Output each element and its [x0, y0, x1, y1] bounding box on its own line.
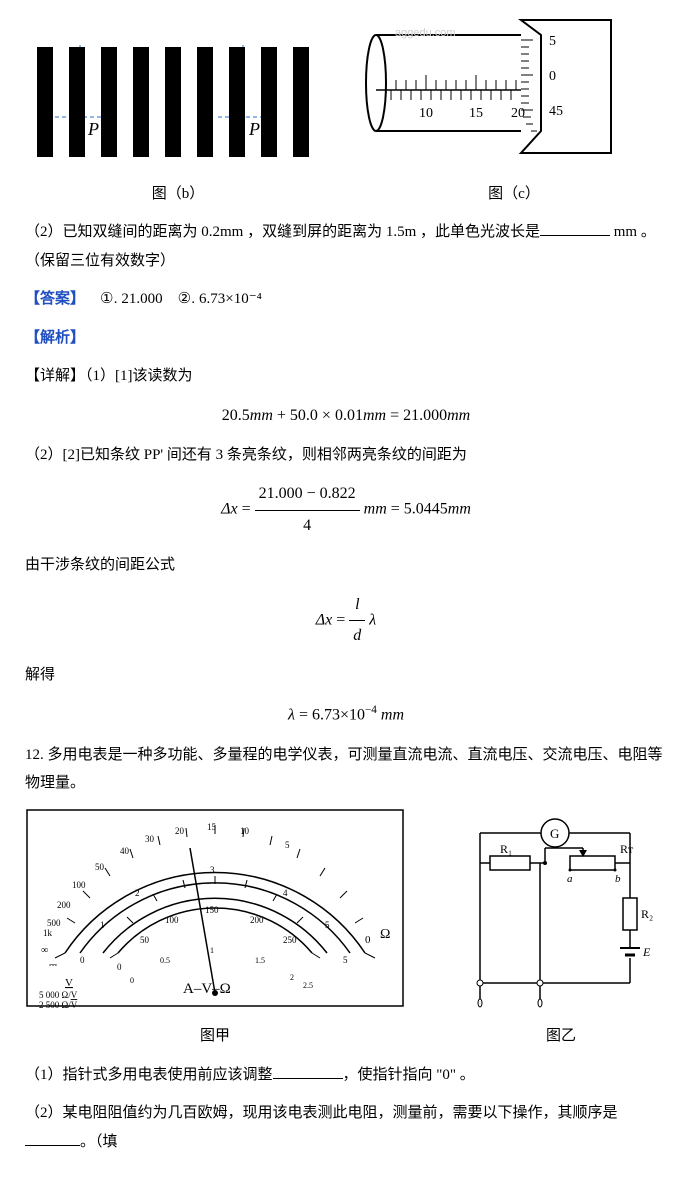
figure-b-label: 图（b） — [25, 180, 331, 209]
svg-text:R₂: R₂ — [641, 907, 653, 921]
analysis-label: 【解析】 — [25, 324, 667, 353]
detail-2: （2）[2]已知条纹 PP' 间还有 3 条亮条纹，则相邻两亮条纹的间距为 — [25, 441, 667, 470]
svg-text:100: 100 — [165, 915, 179, 925]
figure-c-label: 图（c） — [361, 180, 667, 209]
figure-yi-label: 图乙 — [455, 1022, 667, 1051]
svg-text:0: 0 — [365, 934, 371, 946]
formula-2: Δx = 21.000 − 0.8224 mm = 5.0445mm — [25, 479, 667, 541]
detail-4: 解得 — [25, 661, 667, 690]
svg-text:a: a — [567, 873, 573, 885]
svg-text:2: 2 — [135, 888, 140, 898]
svg-text:0: 0 — [80, 955, 85, 965]
svg-text:50: 50 — [140, 935, 150, 945]
q12-intro: 12. 多用电表是一种多功能、多量程的电学仪表，可测量直流电流、直流电压、交流电… — [25, 741, 667, 798]
svg-text:5: 5 — [325, 920, 330, 930]
svg-text:∞: ∞ — [41, 945, 48, 956]
svg-text:40: 40 — [120, 846, 130, 856]
svg-text:2 500 Ω/V: 2 500 Ω/V — [39, 1000, 78, 1008]
svg-text:15: 15 — [469, 106, 483, 121]
svg-text:0: 0 — [549, 69, 556, 84]
svg-text:2: 2 — [290, 973, 294, 982]
svg-text:5: 5 — [285, 840, 290, 850]
svg-text:b: b — [615, 873, 621, 885]
q12-sub2: （2）某电阻阻值约为几百欧姆，现用该电表测此电阻，测量前，需要以下操作，其顺序是… — [25, 1099, 667, 1156]
svg-text:E: E — [642, 945, 651, 959]
answer-block: 【答案】 ①. 21.000 ②. 6.73×10⁻⁴ — [25, 285, 667, 314]
svg-text:50: 50 — [95, 862, 105, 872]
svg-text:0: 0 — [130, 976, 134, 985]
svg-text:5: 5 — [343, 955, 348, 965]
svg-text:0: 0 — [117, 962, 122, 972]
svg-text:15: 15 — [207, 822, 217, 832]
formula-1: 20.5mm + 50.0 × 0.01mm = 21.000mm — [25, 401, 667, 431]
formula-4: λ = 6.73×10−4 mm — [25, 700, 667, 731]
svg-text:R₁: R₁ — [500, 842, 512, 856]
svg-text:250: 250 — [283, 935, 297, 945]
svg-text:3: 3 — [210, 865, 215, 875]
svg-text:1k: 1k — [43, 928, 53, 938]
svg-text:5: 5 — [549, 34, 556, 49]
svg-text:0.5: 0.5 — [160, 956, 170, 965]
svg-text:200: 200 — [250, 915, 264, 925]
svg-text:4: 4 — [283, 888, 288, 898]
svg-text:A–V–Ω: A–V–Ω — [183, 981, 231, 997]
figure-jia-label: 图甲 — [25, 1022, 405, 1051]
figure-b: P P' 图（b） — [25, 35, 331, 208]
svg-text:P: P — [87, 119, 99, 139]
svg-text:150: 150 — [205, 905, 219, 915]
figure-c: 10 15 20 5 0 45 图（c） — [361, 15, 667, 208]
svg-text:2.5: 2.5 — [303, 981, 313, 990]
figure-jia: 1k 500 200 100 50 40 30 20 15 10 5 0 0 1… — [25, 808, 405, 1051]
svg-text:5 000 Ω/V: 5 000 Ω/V — [39, 990, 78, 1000]
svg-text:45: 45 — [549, 104, 563, 119]
svg-text:1: 1 — [210, 946, 214, 955]
svg-text:P': P' — [248, 119, 265, 139]
svg-text:10: 10 — [240, 826, 250, 836]
watermark: aggedu.com — [395, 23, 456, 44]
svg-text:Ω: Ω — [380, 927, 390, 942]
svg-text:V: V — [65, 977, 73, 989]
formula-3: Δx = ld λ — [25, 590, 667, 652]
svg-text:100: 100 — [72, 880, 86, 890]
svg-text:500: 500 — [47, 918, 61, 928]
svg-text:20: 20 — [175, 826, 185, 836]
q12-sub1: （1）指针式多用电表使用前应该调整，使指针指向 "0" 。 — [25, 1061, 667, 1090]
svg-text:20: 20 — [511, 106, 525, 121]
svg-text:10: 10 — [419, 106, 433, 121]
svg-text:1.5: 1.5 — [255, 956, 265, 965]
detail-1: 【详解】（1）[1]该读数为 — [25, 362, 667, 391]
detail-3: 由干涉条纹的间距公式 — [25, 551, 667, 580]
svg-text:200: 200 — [57, 900, 71, 910]
svg-text:⎓: ⎓ — [49, 960, 57, 971]
svg-text:Rᴛ: Rᴛ — [620, 842, 634, 856]
svg-text:30: 30 — [145, 834, 155, 844]
question-2: （2）已知双缝间的距离为 0.2mm ，双缝到屏的距离为 1.5m ，此单色光波… — [25, 218, 667, 275]
figure-yi: G R₁ Rᴛ a b — [455, 808, 667, 1051]
svg-text:G: G — [550, 826, 559, 841]
svg-text:1: 1 — [100, 920, 105, 930]
